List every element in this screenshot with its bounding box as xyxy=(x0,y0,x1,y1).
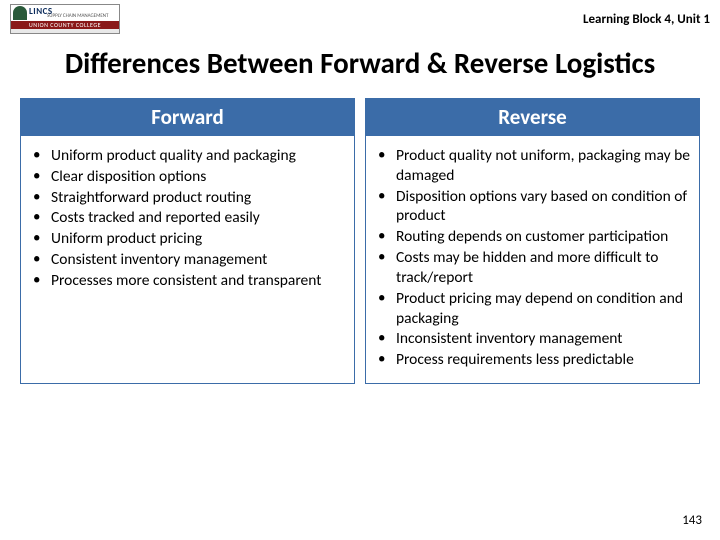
list-item: Costs may be hidden and more difficult t… xyxy=(374,248,691,288)
list-item: Routing depends on customer participatio… xyxy=(374,227,691,247)
reverse-body: Product quality not uniform, packaging m… xyxy=(366,136,699,383)
list-item: Product quality not uniform, packaging m… xyxy=(374,146,691,186)
reverse-list: Product quality not uniform, packaging m… xyxy=(374,146,691,370)
list-item: Uniform product pricing xyxy=(29,229,346,249)
list-item: Uniform product quality and packaging xyxy=(29,146,346,166)
list-item: Process requirements less predictable xyxy=(374,350,691,370)
reverse-column: Reverse Product quality not uniform, pac… xyxy=(365,98,700,384)
forward-list: Uniform product quality and packaging Cl… xyxy=(29,146,346,291)
list-item: Inconsistent inventory management xyxy=(374,329,691,349)
logo: LINCS SUPPLY CHAIN MANAGEMENT UNION COUN… xyxy=(10,4,120,34)
logo-bottom: UNION COUNTY COLLEGE xyxy=(11,21,119,29)
list-item: Product pricing may depend on condition … xyxy=(374,289,691,329)
page-number: 143 xyxy=(682,513,702,528)
list-item: Clear disposition options xyxy=(29,167,346,187)
page-title: Differences Between Forward & Reverse Lo… xyxy=(10,48,710,80)
breadcrumb: Learning Block 4, Unit 1 xyxy=(583,4,710,27)
palm-icon xyxy=(13,6,27,20)
forward-body: Uniform product quality and packaging Cl… xyxy=(21,136,354,304)
header-row: LINCS SUPPLY CHAIN MANAGEMENT UNION COUN… xyxy=(0,0,720,34)
list-item: Consistent inventory management xyxy=(29,250,346,270)
list-item: Disposition options vary based on condit… xyxy=(374,187,691,227)
reverse-header: Reverse xyxy=(366,99,699,136)
forward-column: Forward Uniform product quality and pack… xyxy=(20,98,355,384)
list-item: Costs tracked and reported easily xyxy=(29,208,346,228)
list-item: Processes more consistent and transparen… xyxy=(29,271,346,291)
comparison-columns: Forward Uniform product quality and pack… xyxy=(0,98,720,384)
list-item: Straightforward product routing xyxy=(29,188,346,208)
forward-header: Forward xyxy=(21,99,354,136)
